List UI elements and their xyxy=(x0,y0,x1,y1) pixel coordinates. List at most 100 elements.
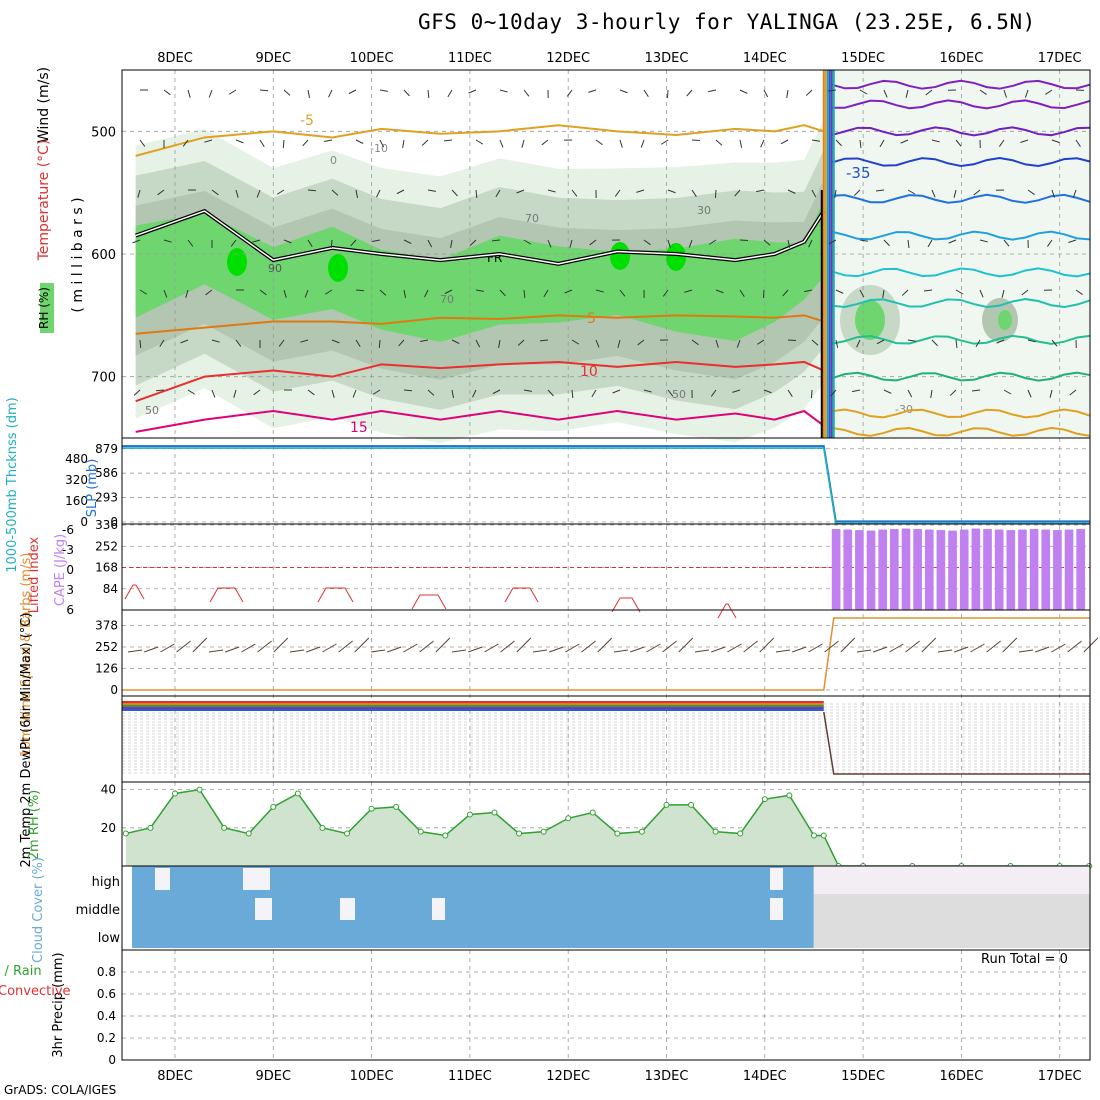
upper-wind-barb xyxy=(736,339,741,348)
upper-wind-barb xyxy=(447,89,453,98)
upper-wind-barb xyxy=(499,289,506,297)
upper-wind-barb xyxy=(523,389,532,392)
upper-wind-barb xyxy=(734,189,741,197)
wind-barb xyxy=(792,646,807,653)
wind-barb xyxy=(1051,643,1066,653)
wind-speed-line xyxy=(122,617,1090,691)
upper-wind-barb xyxy=(443,139,453,142)
upper-wind-barb xyxy=(132,239,141,244)
rh-point xyxy=(466,811,473,818)
upper-wind-barb xyxy=(859,289,865,298)
cape-bar xyxy=(971,528,981,610)
wind-barb xyxy=(711,646,726,653)
upper-wind-barb xyxy=(331,339,340,344)
upper-wind-barb xyxy=(424,289,429,298)
rh-tick-label: 40 xyxy=(101,783,116,797)
isotherm-line-right xyxy=(831,99,1091,110)
upper-wind-barb xyxy=(420,339,429,343)
upper-wind-barb xyxy=(498,339,501,348)
rh-contour-label: 50 xyxy=(672,388,686,401)
rh-band-green xyxy=(135,199,824,342)
rh-point xyxy=(712,828,719,835)
upper-wind-barb xyxy=(475,139,484,145)
rh-contour-label: 50 xyxy=(145,404,159,417)
upper-wind-barb xyxy=(282,139,285,149)
upper-wind-barb xyxy=(643,239,651,246)
upper-wind-barb xyxy=(547,389,554,397)
upper-wind-barb xyxy=(450,239,453,248)
upper-wind-barb xyxy=(1001,289,1005,298)
wind-barb xyxy=(354,637,370,653)
upper-wind-barb xyxy=(835,139,842,147)
upper-wind-barb xyxy=(259,289,267,296)
upper-wind-barb xyxy=(588,89,597,93)
cape-tick-label: 168 xyxy=(95,561,118,575)
rh-band-bright xyxy=(227,248,247,276)
date-tick-label-top: 16DEC xyxy=(939,51,983,66)
upper-wind-barb xyxy=(427,239,433,248)
slp-tick-label: 586 xyxy=(95,466,118,480)
upper-wind-barb xyxy=(811,139,820,142)
upper-wind-barb xyxy=(688,239,693,248)
upper-wind-barb xyxy=(331,389,335,398)
upper-wind-barb xyxy=(715,339,719,348)
isotherm-line xyxy=(135,360,825,403)
cape-bar xyxy=(1041,529,1051,610)
upper-wind-barb xyxy=(379,89,388,92)
upper-wind-barb xyxy=(883,389,892,394)
wind-barb xyxy=(646,643,661,653)
pressure-axis-title: ( m i l l i b a r s ) xyxy=(70,197,86,312)
isotherm-line-right xyxy=(831,193,1091,204)
upper-wind-barb xyxy=(208,89,213,98)
wind-barb xyxy=(322,643,337,653)
upper-wind-barb xyxy=(355,139,364,144)
upper-wind-barb xyxy=(999,139,1005,147)
upper-wind-barb xyxy=(708,89,717,93)
upper-wind-barb xyxy=(139,339,142,349)
upper-wind-barb xyxy=(571,339,580,345)
li-tick-label: 0 xyxy=(66,563,74,577)
pressure-tick-label: 600 xyxy=(91,248,116,263)
upper-wind-barb xyxy=(684,289,693,293)
wind-barb xyxy=(613,649,629,653)
upper-wind-barb xyxy=(180,339,189,344)
upper-wind-barb xyxy=(1068,239,1077,243)
cape-tick-label: 252 xyxy=(95,539,118,553)
upper-wind-barb xyxy=(927,239,933,248)
upper-wind-barb xyxy=(159,339,165,348)
upper-wind-barb xyxy=(187,89,191,98)
upper-wind-barb xyxy=(259,89,269,92)
upper-wind-barb xyxy=(810,389,813,399)
upper-wind-barb xyxy=(304,289,309,298)
upper-wind-barb xyxy=(948,239,957,244)
isotherm-label: 5 xyxy=(587,311,596,327)
rh-point xyxy=(688,801,695,808)
upper-wind-barb xyxy=(302,139,309,147)
rh-point xyxy=(344,830,351,837)
upper-wind-barb xyxy=(907,189,916,195)
wind-barb xyxy=(678,637,694,653)
wind-barb xyxy=(241,643,256,653)
wind-barb xyxy=(856,649,872,653)
isotherm-line-right xyxy=(831,371,1091,382)
date-tick-label-bottom: 17DEC xyxy=(1038,1069,1082,1084)
upper-wind-barb xyxy=(472,389,477,398)
upper-wind-barb xyxy=(427,389,435,396)
cloud-cover-mid-gap xyxy=(255,898,272,920)
isotherm-label: 15 xyxy=(350,420,368,436)
lifted-index-line xyxy=(411,594,447,610)
cape-bar xyxy=(855,530,864,610)
rh-point xyxy=(737,830,744,837)
upper-wind-barb xyxy=(378,339,381,349)
cape-bar xyxy=(924,529,934,610)
upper-wind-barb xyxy=(667,389,674,397)
upper-wind-barb xyxy=(185,289,189,298)
upper-wind-barb xyxy=(211,339,220,343)
upper-wind-barb xyxy=(348,89,357,95)
upper-wind-barb xyxy=(643,89,649,97)
upper-wind-barb xyxy=(955,339,958,349)
upper-wind-barb xyxy=(1069,389,1077,396)
upper-wind-barb xyxy=(566,89,573,97)
upper-wind-barb xyxy=(900,139,909,144)
lifted-index-line xyxy=(717,603,737,619)
